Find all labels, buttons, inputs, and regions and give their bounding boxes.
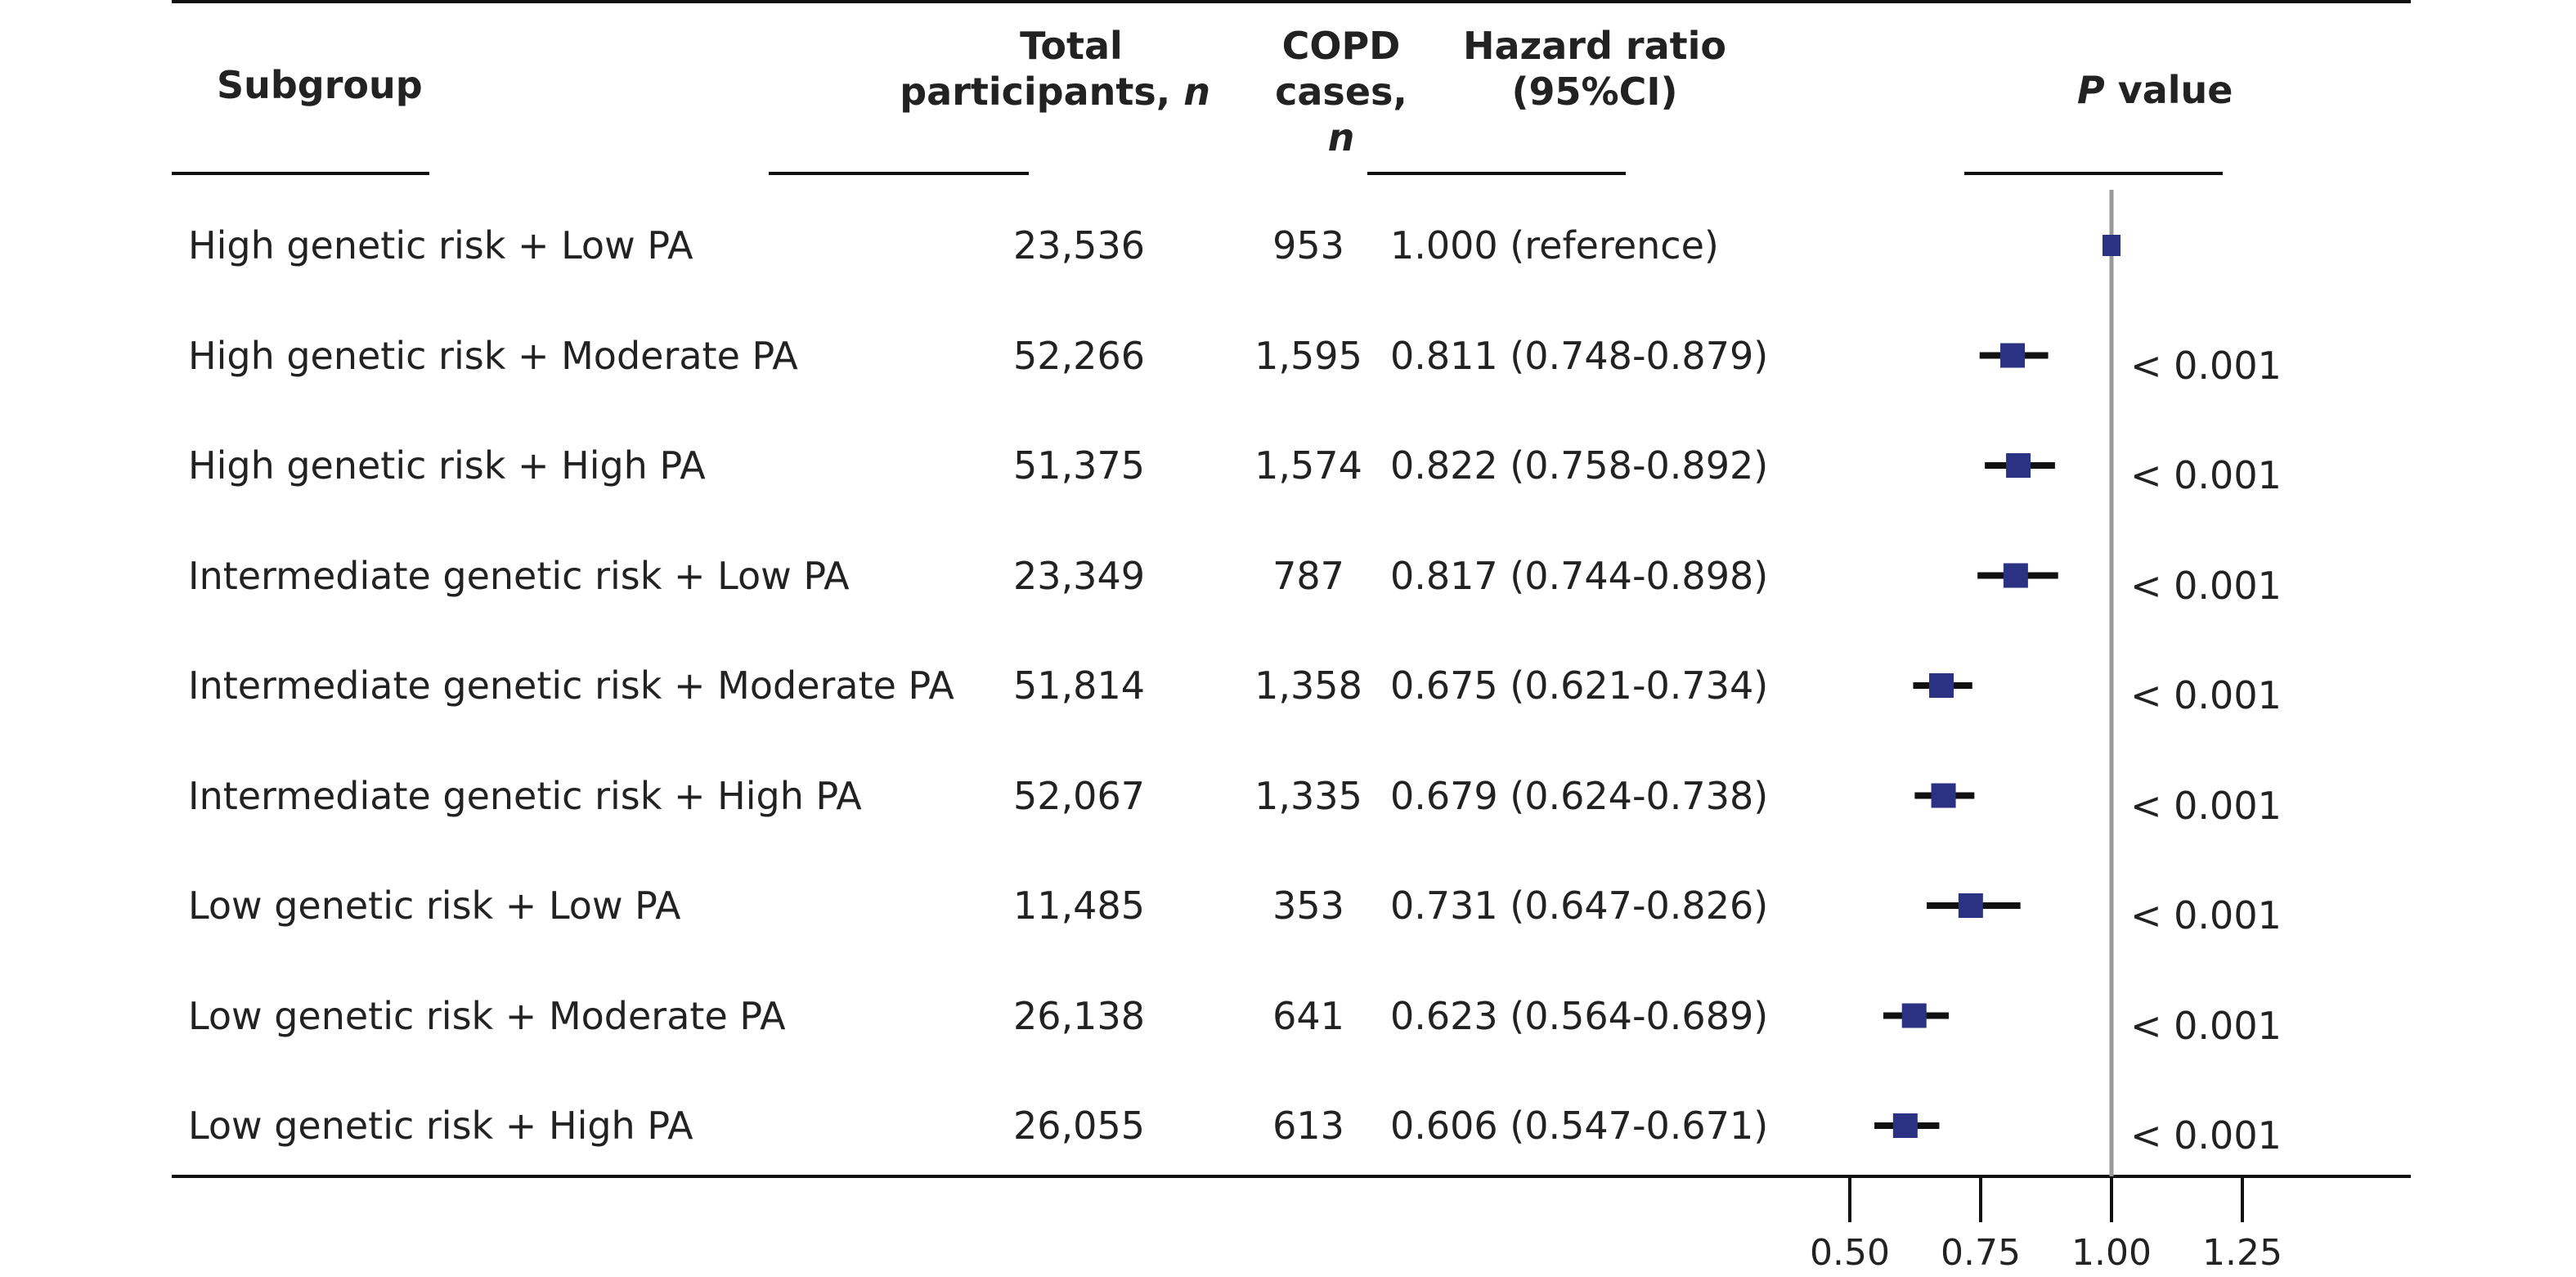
copd-cases-cell: 1,574: [1254, 443, 1362, 488]
header-hr-line1: Hazard ratio: [1462, 24, 1727, 68]
total-participants-cell: 26,055: [1013, 1104, 1145, 1148]
header-hazard-ratio: Hazard ratio (95%CI): [1447, 23, 1742, 115]
subgroup-cell: High genetic risk + Low PA: [188, 223, 693, 268]
x-tick-label: 1.25: [2202, 1232, 2282, 1274]
copd-cases-cell: 1,358: [1254, 663, 1362, 708]
hazard-ratio-cell: 0.623 (0.564-0.689): [1390, 993, 1769, 1038]
subgroup-cell: Intermediate genetic risk + Moderate PA: [188, 663, 954, 708]
subgroup-cell: Intermediate genetic risk + Low PA: [188, 553, 850, 598]
header-subgroup: Subgroup: [217, 63, 423, 107]
p-value-cell: < 0.001: [2130, 563, 2282, 608]
hazard-ratio-marker: [1958, 893, 1983, 918]
header-total-line2: participants, n: [900, 70, 1210, 114]
total-participants-cell: 52,067: [1013, 773, 1145, 818]
subgroup-cell: Low genetic risk + High PA: [188, 1104, 693, 1148]
subgroup-cell: Low genetic risk + Moderate PA: [188, 993, 786, 1038]
header-cases: COPD cases, n: [1259, 23, 1423, 160]
p-value-cell: < 0.001: [2130, 343, 2282, 388]
p-value-cell: < 0.001: [2130, 1003, 2282, 1048]
p-value-cell: < 0.001: [2130, 893, 2282, 938]
hazard-ratio-marker: [2006, 453, 2031, 478]
total-participants-cell: 51,375: [1013, 443, 1145, 488]
x-tick-label: 1.00: [2071, 1232, 2152, 1274]
p-value-cell: < 0.001: [2130, 673, 2282, 717]
hazard-ratio-cell: 0.817 (0.744-0.898): [1390, 553, 1769, 598]
total-participants-cell: 26,138: [1013, 993, 1145, 1038]
subgroup-cell: Low genetic risk + Low PA: [188, 884, 681, 928]
copd-cases-cell: 353: [1272, 884, 1344, 928]
hazard-ratio-cell: 0.606 (0.547-0.671): [1390, 1104, 1769, 1148]
copd-cases-cell: 641: [1272, 993, 1344, 1038]
p-value-cell: < 0.001: [2130, 783, 2282, 828]
p-value-cell: < 0.001: [2130, 1113, 2282, 1158]
hazard-ratio-cell: 1.000 (reference): [1390, 223, 1719, 268]
hazard-ratio-marker: [1929, 673, 1954, 698]
hazard-ratio-marker: [2003, 563, 2028, 588]
copd-cases-cell: 953: [1272, 223, 1344, 268]
copd-cases-cell: 787: [1272, 553, 1344, 598]
header-total: Total participants, n: [900, 23, 1210, 115]
copd-cases-cell: 1,335: [1254, 773, 1362, 818]
header-total-line1: Total: [1020, 24, 1123, 68]
hazard-ratio-cell: 0.731 (0.647-0.826): [1390, 884, 1769, 928]
total-participants-cell: 51,814: [1013, 663, 1145, 708]
header-cases-line2: cases, n: [1275, 70, 1407, 160]
subgroup-cell: Intermediate genetic risk + High PA: [188, 773, 862, 818]
hazard-ratio-marker: [1931, 783, 1956, 808]
header-total-n: n: [1183, 70, 1210, 114]
subgroup-cell: High genetic risk + Moderate PA: [188, 333, 798, 378]
total-participants-cell: 11,485: [1013, 884, 1145, 928]
header-p-value: P value: [2077, 68, 2233, 112]
header-p-italic: P: [2077, 68, 2105, 112]
copd-cases-cell: 613: [1272, 1104, 1344, 1148]
total-participants-cell: 23,536: [1013, 223, 1145, 268]
p-value-cell: < 0.001: [2130, 453, 2282, 497]
total-participants-cell: 52,266: [1013, 333, 1145, 378]
header-cases-line1: COPD: [1281, 24, 1401, 68]
x-tick-label: 0.50: [1810, 1232, 1890, 1274]
header-hr-line2: (95%CI): [1511, 70, 1678, 114]
hazard-ratio-cell: 0.675 (0.621-0.734): [1390, 663, 1769, 708]
header-cases-n: n: [1327, 115, 1355, 160]
hazard-ratio-marker: [1901, 1003, 1927, 1028]
hazard-ratio-marker: [2000, 343, 2026, 368]
copd-cases-cell: 1,595: [1254, 333, 1362, 378]
subgroup-cell: High genetic risk + High PA: [188, 443, 706, 488]
hazard-ratio-cell: 0.822 (0.758-0.892): [1390, 443, 1769, 488]
hazard-ratio-cell: 0.811 (0.748-0.879): [1390, 333, 1769, 378]
total-participants-cell: 23,349: [1013, 553, 1145, 598]
hazard-ratio-cell: 0.679 (0.624-0.738): [1390, 773, 1769, 818]
hazard-ratio-marker: [1892, 1113, 1918, 1138]
hazard-ratio-marker: [2103, 235, 2120, 256]
x-tick-label: 0.75: [1941, 1232, 2021, 1274]
